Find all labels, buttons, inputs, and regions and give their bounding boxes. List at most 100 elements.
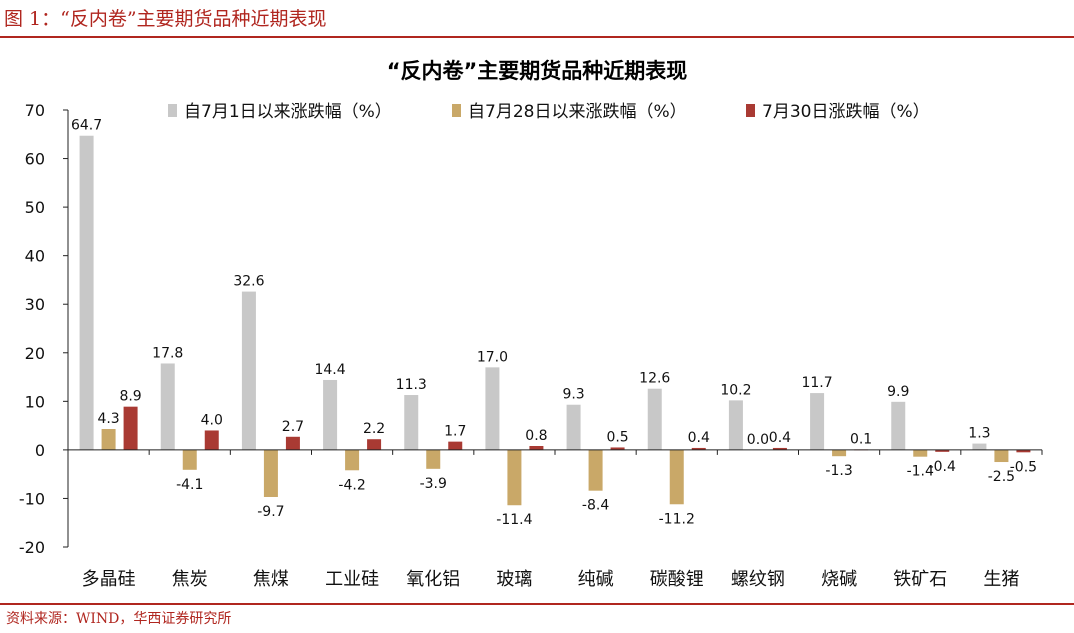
bar-series-3 <box>448 441 463 450</box>
bar-series-3 <box>772 447 787 450</box>
legend-swatch <box>746 104 755 117</box>
data-label: 1.3 <box>968 426 990 442</box>
bar-series-3 <box>123 406 138 450</box>
chart-bars <box>79 135 1031 506</box>
bar-series-2 <box>832 449 847 457</box>
category-label: 螺纹钢 <box>731 569 785 590</box>
y-tick-label: 50 <box>25 198 45 217</box>
chart-axes: 70 60 50 40 30 20 10 0 -10 -20 多晶硅 焦炭 焦煤 工业硅 氧化铝 玻璃 纯碱 碳酸… <box>19 101 1043 590</box>
data-label: 17.0 <box>477 349 508 365</box>
data-label: 8.9 <box>119 389 141 405</box>
data-label: 10.2 <box>720 382 751 398</box>
legend-swatch <box>452 104 461 117</box>
data-label: 32.6 <box>233 274 264 290</box>
category-label: 氧化铝 <box>406 569 460 590</box>
chart-title: “反内卷”主要期货品种近期表现 <box>387 59 688 83</box>
y-tick-label: 70 <box>25 101 45 120</box>
category-label: 碳酸锂 <box>650 569 704 590</box>
data-label: -2.5 <box>988 469 1015 485</box>
bar-series-1 <box>566 404 581 450</box>
data-label: -4.1 <box>176 477 203 493</box>
chart-data-labels: 64.7 17.8 32.6 14.4 11.3 17.0 9.3 12.6 10.2 11.7 9… <box>71 118 1037 529</box>
bar-series-1 <box>79 135 94 450</box>
bar-series-2 <box>263 449 278 497</box>
category-label: 烧碱 <box>821 569 857 590</box>
bar-series-2 <box>101 429 116 450</box>
source-note: 资料来源：WIND，华西证券研究所 <box>6 611 232 627</box>
y-tick-label: 30 <box>25 295 45 314</box>
data-label: 0.4 <box>688 430 710 446</box>
category-label: 生猪 <box>983 569 1019 590</box>
y-tick-label: 40 <box>25 247 45 266</box>
data-label: 9.3 <box>562 387 584 403</box>
data-label: 64.7 <box>71 118 102 134</box>
bar-series-1 <box>810 393 825 450</box>
bar-series-3 <box>204 430 219 450</box>
bar-series-3 <box>610 447 625 450</box>
chart-legend: 自7月1日以来涨跌幅（%） 自7月28日以来涨跌幅（%） 7月30日涨跌幅（%） <box>168 102 930 122</box>
bar-series-1 <box>323 379 338 450</box>
bar-series-2 <box>182 449 197 470</box>
bar-series-2 <box>507 449 522 506</box>
category-label: 焦煤 <box>253 569 289 590</box>
data-label: 9.9 <box>887 384 909 400</box>
data-label: -0.5 <box>1010 459 1037 475</box>
data-label: -3.9 <box>420 476 447 492</box>
bar-series-1 <box>647 388 662 450</box>
bar-series-1 <box>404 395 419 450</box>
data-label: 12.6 <box>639 371 670 387</box>
bar-series-2 <box>588 449 603 491</box>
category-label: 工业硅 <box>325 569 379 590</box>
bar-series-3 <box>285 436 300 450</box>
data-label: 0.4 <box>769 430 791 446</box>
data-label: 0.8 <box>525 428 547 444</box>
bar-series-2 <box>345 449 360 471</box>
bar-series-3 <box>1016 449 1031 453</box>
data-label: 2.2 <box>363 421 385 437</box>
bottom-rule <box>0 603 1074 605</box>
data-label: -0.4 <box>929 459 956 475</box>
bar-series-2 <box>426 449 441 469</box>
data-label: 2.7 <box>282 419 304 435</box>
data-label: 11.3 <box>396 377 427 393</box>
bar-series-2 <box>994 449 1009 463</box>
data-label: -1.4 <box>907 464 934 480</box>
category-label: 多晶硅 <box>82 569 136 590</box>
data-label: 0.1 <box>850 431 872 447</box>
bar-series-2 <box>913 449 928 457</box>
y-tick-label: 60 <box>25 150 45 169</box>
bar-series-1 <box>160 363 175 450</box>
bar-series-1 <box>485 367 500 450</box>
data-label: 1.7 <box>444 424 466 440</box>
y-tick-label: 20 <box>25 344 45 363</box>
category-label: 纯碱 <box>578 569 614 590</box>
bar-series-3 <box>367 439 382 450</box>
bar-series-1 <box>241 291 256 450</box>
data-label: -11.4 <box>496 512 532 528</box>
data-label: -4.2 <box>338 477 365 493</box>
y-tick-label: -10 <box>19 489 45 508</box>
figure-title: 图 1：“反内卷”主要期货品种近期表现 <box>4 8 327 30</box>
legend-swatch <box>168 104 177 117</box>
data-label: -9.7 <box>257 504 284 520</box>
y-tick-label: -20 <box>19 538 45 557</box>
bar-series-1 <box>972 443 987 450</box>
data-label: 0.5 <box>606 429 628 445</box>
data-label: 11.7 <box>801 375 832 391</box>
data-label: 17.8 <box>152 345 183 361</box>
category-label: 铁矿石 <box>893 569 947 590</box>
y-tick-label: 10 <box>25 392 45 411</box>
bar-chart: “反内卷”主要期货品种近期表现 自7月1日以来涨跌幅（%） 自7月28日以来涨跌幅… <box>19 59 1043 590</box>
category-label: 焦炭 <box>172 569 208 590</box>
y-tick-label: 0 <box>35 441 45 460</box>
legend-label: 自7月1日以来涨跌幅（%） <box>184 102 392 122</box>
bar-series-3 <box>691 447 706 450</box>
bar-series-3 <box>529 446 544 450</box>
bar-series-2 <box>669 449 684 505</box>
data-label: 4.3 <box>97 411 119 427</box>
data-label: 14.4 <box>314 362 345 378</box>
category-label: 玻璃 <box>496 569 532 590</box>
data-label: 4.0 <box>201 412 223 428</box>
top-rule <box>0 36 1074 38</box>
legend-label: 自7月28日以来涨跌幅（%） <box>468 102 687 122</box>
